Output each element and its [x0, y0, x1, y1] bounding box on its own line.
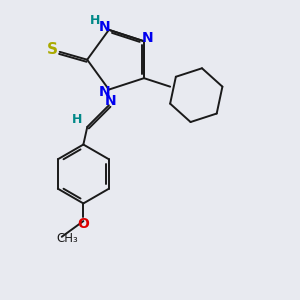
Text: O: O	[77, 217, 89, 231]
Text: N: N	[105, 94, 117, 108]
Text: N: N	[99, 85, 111, 98]
Text: N: N	[142, 31, 154, 45]
Text: CH₃: CH₃	[57, 232, 79, 245]
Text: S: S	[47, 42, 58, 57]
Text: H: H	[72, 112, 83, 125]
Text: N: N	[99, 20, 111, 34]
Text: H: H	[90, 14, 100, 26]
